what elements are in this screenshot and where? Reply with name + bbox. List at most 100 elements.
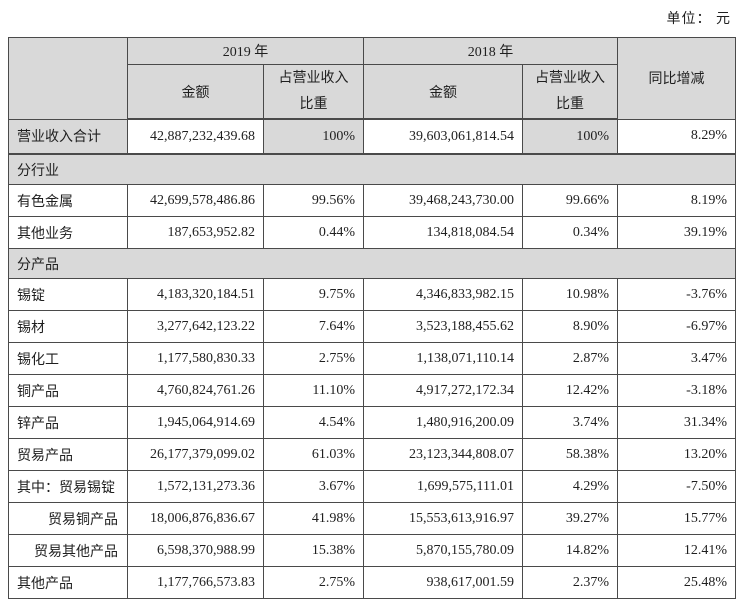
- amount-2018: 4,346,833,982.15: [363, 278, 523, 311]
- yoy-change: -6.97%: [617, 310, 736, 343]
- yoy-change: 8.19%: [617, 184, 736, 217]
- amount-2018: 938,617,001.59: [363, 566, 523, 599]
- section-label: 分行业: [8, 153, 736, 185]
- amount-2019: 18,006,876,836.67: [127, 502, 264, 535]
- share-2018: 2.37%: [522, 566, 618, 599]
- col-header-2019: 2019 年: [127, 37, 364, 65]
- yoy-change: 39.19%: [617, 216, 736, 249]
- row-label: 营业收入合计: [8, 118, 128, 155]
- amount-2018: 39,468,243,730.00: [363, 184, 523, 217]
- share-2019: 9.75%: [263, 278, 364, 311]
- yoy-change: 3.47%: [617, 342, 736, 375]
- amount-2018: 5,870,155,780.09: [363, 534, 523, 567]
- amount-2018: 15,553,613,916.97: [363, 502, 523, 535]
- share-2018: 4.29%: [522, 470, 618, 503]
- table-row: 其他业务 187,653,952.82 0.44% 134,818,084.54 0.3…: [8, 216, 736, 249]
- amount-2019: 42,699,578,486.86: [127, 184, 264, 217]
- amount-2018: 39,603,061,814.54: [363, 118, 523, 155]
- share-2019: 100%: [263, 118, 364, 155]
- share-2019: 99.56%: [263, 184, 364, 217]
- row-label: 锡材: [8, 310, 128, 343]
- share-header-line1: 占营业收入: [535, 70, 605, 86]
- share-2019: 11.10%: [263, 374, 364, 407]
- amount-2018: 1,480,916,200.09: [363, 406, 523, 439]
- share-2019: 61.03%: [263, 438, 364, 471]
- table-row: 铜产品 4,760,824,761.26 11.10% 4,917,272,172.3…: [8, 374, 736, 407]
- section-row: 分行业: [8, 153, 736, 185]
- amount-2019: 1,572,131,273.36: [127, 470, 264, 503]
- share-2018: 10.98%: [522, 278, 618, 311]
- amount-2019: 187,653,952.82: [127, 216, 264, 249]
- table-body: 营业收入合计 42,887,232,439.68 100% 39,603,061,81…: [8, 118, 736, 599]
- share-2018: 2.87%: [522, 342, 618, 375]
- amount-2019: 4,760,824,761.26: [127, 374, 264, 407]
- yoy-change: 12.41%: [617, 534, 736, 567]
- row-label: 锡锭: [8, 278, 128, 311]
- col-header-amount-2018: 金额: [363, 64, 523, 120]
- amount-2019: 1,177,580,830.33: [127, 342, 264, 375]
- table-row: 锌产品 1,945,064,914.69 4.54% 1,480,916,200.09…: [8, 406, 736, 439]
- share-2019: 3.67%: [263, 470, 364, 503]
- share-2018: 99.66%: [522, 184, 618, 217]
- table-row: 贸易铜产品 18,006,876,836.67 41.98% 15,553,613,9…: [8, 502, 736, 535]
- table-row: 锡材 3,277,642,123.22 7.64% 3,523,188,455.62 8…: [8, 310, 736, 343]
- revenue-table: 2019 年 2018 年 同比增减 金额 占营业收入 比重 金额 占营业收入 …: [8, 37, 736, 599]
- yoy-change: -3.18%: [617, 374, 736, 407]
- amount-2018: 4,917,272,172.34: [363, 374, 523, 407]
- table-row: 其中：贸易锡锭 1,572,131,273.36 3.67% 1,699,575,11…: [8, 470, 736, 503]
- amount-2019: 3,277,642,123.22: [127, 310, 264, 343]
- table-header: 2019 年 2018 年 同比增减 金额 占营业收入 比重 金额 占营业收入 …: [8, 37, 736, 120]
- row-label: 贸易铜产品: [8, 502, 128, 535]
- header-row-years: 2019 年 2018 年 同比增减: [8, 37, 736, 120]
- table-row: 其他产品 1,177,766,573.83 2.75% 938,617,001.59 2…: [8, 566, 736, 599]
- row-label: 有色金属: [8, 184, 128, 217]
- row-label: 其他产品: [8, 566, 128, 599]
- row-label: 贸易产品: [8, 438, 128, 471]
- yoy-change: 15.77%: [617, 502, 736, 535]
- share-2019: 2.75%: [263, 566, 364, 599]
- row-label: 其中：贸易锡锭: [8, 470, 128, 503]
- row-label: 锌产品: [8, 406, 128, 439]
- share-2019: 7.64%: [263, 310, 364, 343]
- share-header-line1: 占营业收入: [278, 70, 349, 86]
- amount-2019: 26,177,379,099.02: [127, 438, 264, 471]
- col-header-share-2019: 占营业收入 比重: [263, 64, 364, 120]
- yoy-change: 13.20%: [617, 438, 736, 471]
- share-2018: 3.74%: [522, 406, 618, 439]
- share-2018: 100%: [522, 118, 618, 155]
- col-header-amount-2019: 金额: [127, 64, 264, 120]
- unit-label: 单位： 元: [666, 12, 731, 27]
- share-2018: 0.34%: [522, 216, 618, 249]
- table-row: 锡锭 4,183,320,184.51 9.75% 4,346,833,982.15 1…: [8, 278, 736, 311]
- section-label: 分产品: [8, 248, 736, 279]
- row-label: 锡化工: [8, 342, 128, 375]
- yoy-change: 31.34%: [617, 406, 736, 439]
- amount-2018: 1,138,071,110.14: [363, 342, 523, 375]
- header-row-metrics: 金额 占营业收入 比重 金额 占营业收入 比重: [9, 64, 736, 120]
- share-2019: 2.75%: [263, 342, 364, 375]
- table-row: 有色金属 42,699,578,486.86 99.56% 39,468,243,73…: [8, 184, 736, 217]
- amount-2018: 1,699,575,111.01: [363, 470, 523, 503]
- yoy-change: -7.50%: [617, 470, 736, 503]
- share-2019: 41.98%: [263, 502, 364, 535]
- table-row: 锡化工 1,177,580,830.33 2.75% 1,138,071,110.14…: [8, 342, 736, 375]
- row-label: 其他业务: [8, 216, 128, 249]
- share-header-line2: 比重: [299, 96, 328, 112]
- amount-2019: 42,887,232,439.68: [127, 118, 264, 155]
- col-header-2018: 2018 年: [363, 37, 618, 65]
- share-2018: 39.27%: [522, 502, 618, 535]
- amount-2019: 1,945,064,914.69: [127, 406, 264, 439]
- share-2018: 12.42%: [522, 374, 618, 407]
- amount-2019: 4,183,320,184.51: [127, 278, 264, 311]
- share-2018: 8.90%: [522, 310, 618, 343]
- share-2019: 4.54%: [263, 406, 364, 439]
- amount-2018: 134,818,084.54: [363, 216, 523, 249]
- amount-2019: 1,177,766,573.83: [127, 566, 264, 599]
- amount-2019: 6,598,370,988.99: [127, 534, 264, 567]
- yoy-change: -3.76%: [617, 278, 736, 311]
- yoy-change: 25.48%: [617, 566, 736, 599]
- row-label: 铜产品: [8, 374, 128, 407]
- corner-cell: [8, 37, 128, 120]
- share-2018: 58.38%: [522, 438, 618, 471]
- table-row: 营业收入合计 42,887,232,439.68 100% 39,603,061,81…: [8, 118, 736, 155]
